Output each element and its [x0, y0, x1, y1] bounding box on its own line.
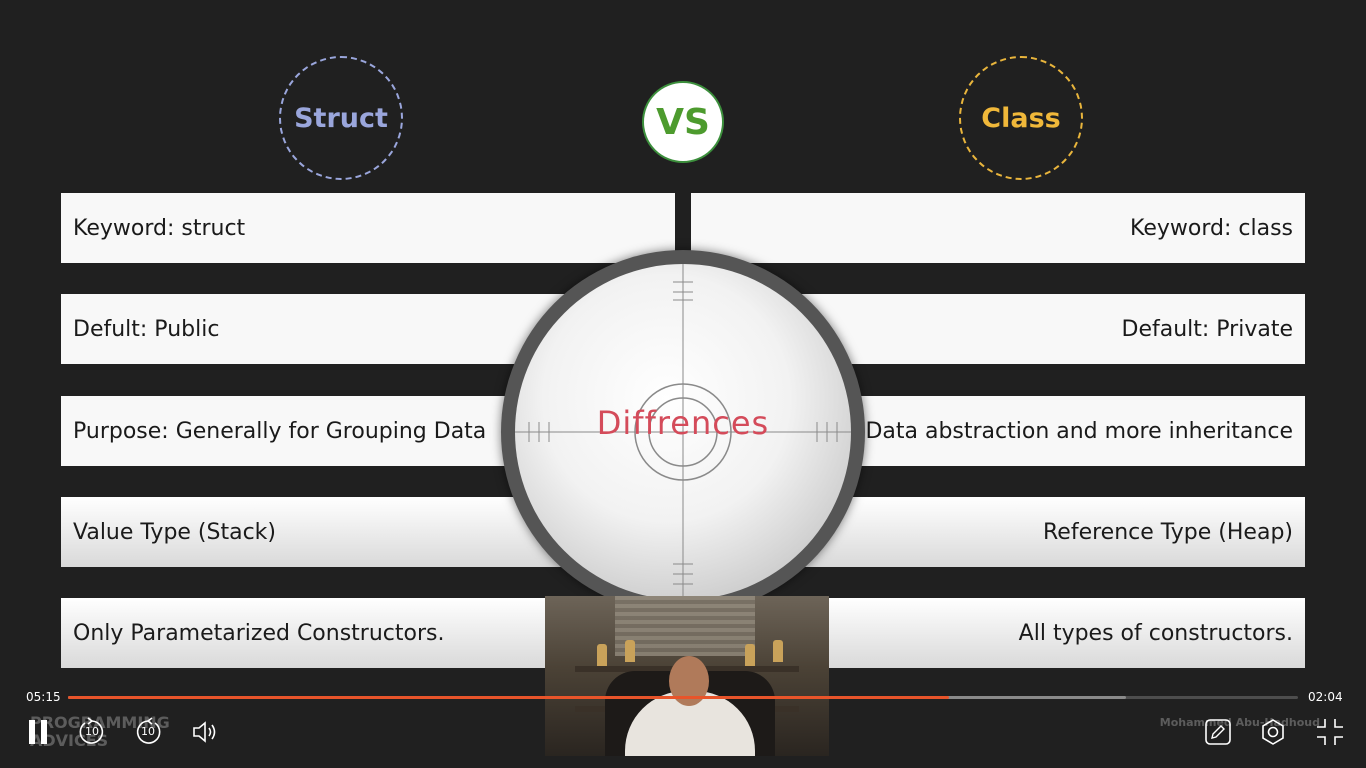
- struct-purpose-text: Purpose: Generally for Grouping Data: [73, 418, 487, 444]
- pause-button[interactable]: [24, 716, 54, 748]
- rewind-10-icon: [79, 717, 104, 744]
- settings-button[interactable]: [1259, 718, 1287, 746]
- progress-track[interactable]: [68, 696, 1298, 699]
- volume-button[interactable]: [190, 718, 220, 746]
- duration-time: 02:04: [1308, 690, 1343, 704]
- struct-type-text: Value Type (Stack): [73, 519, 277, 545]
- class-purpose-text: Data abstraction and more inheritance: [865, 418, 1293, 444]
- differences-title: Diffrences: [596, 404, 770, 442]
- vs-badge: VS: [642, 81, 724, 163]
- struct-row-keyword: Keyword: struct: [61, 193, 675, 263]
- class-row-keyword: Keyword: class: [691, 193, 1305, 263]
- volume-icon: [193, 721, 216, 743]
- struct-header: Struct: [279, 56, 403, 180]
- progress-fill: [68, 696, 949, 699]
- rewind-10-button[interactable]: 10: [76, 716, 108, 748]
- forward-seconds: 10: [141, 725, 155, 738]
- class-header: Class: [959, 56, 1083, 180]
- pencil-icon: [1205, 719, 1231, 745]
- annotate-button[interactable]: [1204, 718, 1232, 746]
- settings-icon: [1262, 719, 1284, 745]
- brand-watermark: PROGRAMMING ADVICES: [30, 714, 210, 754]
- class-constructors-text: All types of constructors.: [1018, 620, 1293, 646]
- struct-default-text: Defult: Public: [73, 316, 220, 342]
- class-type-text: Reference Type (Heap): [1043, 519, 1293, 545]
- magnifier-lens: Diffrences: [515, 264, 851, 600]
- class-keyword-text: Keyword: class: [1130, 215, 1293, 241]
- forward-10-button[interactable]: 10: [132, 716, 164, 748]
- author-watermark-text: Mohammed Abu-Hadhoud: [1159, 716, 1320, 729]
- crosshair-graphic: [515, 264, 851, 600]
- presenter-webcam: [545, 596, 829, 756]
- rewind-seconds: 10: [85, 725, 99, 738]
- author-watermark: Mohammed Abu-Hadhoud: [1120, 716, 1320, 729]
- pause-icon: [29, 720, 47, 744]
- struct-constructors-text: Only Parametarized Constructors.: [73, 620, 445, 646]
- webcam-window-blinds: [615, 596, 755, 656]
- class-default-text: Default: Private: [1121, 316, 1294, 342]
- exit-fullscreen-button[interactable]: [1315, 717, 1345, 747]
- current-time: 05:15: [26, 690, 61, 704]
- struct-keyword-text: Keyword: struct: [73, 215, 246, 241]
- exit-fullscreen-icon: [1317, 719, 1343, 745]
- vs-label: VS: [656, 101, 710, 143]
- struct-header-label: Struct: [294, 102, 388, 134]
- class-header-label: Class: [981, 102, 1061, 134]
- webcam-trophy: [625, 640, 635, 662]
- forward-10-icon: [136, 717, 161, 744]
- brand-watermark-text: PROGRAMMING ADVICES: [30, 713, 170, 750]
- webcam-trophy: [745, 644, 755, 666]
- webcam-trophy: [597, 644, 607, 666]
- webcam-trophy: [773, 640, 783, 662]
